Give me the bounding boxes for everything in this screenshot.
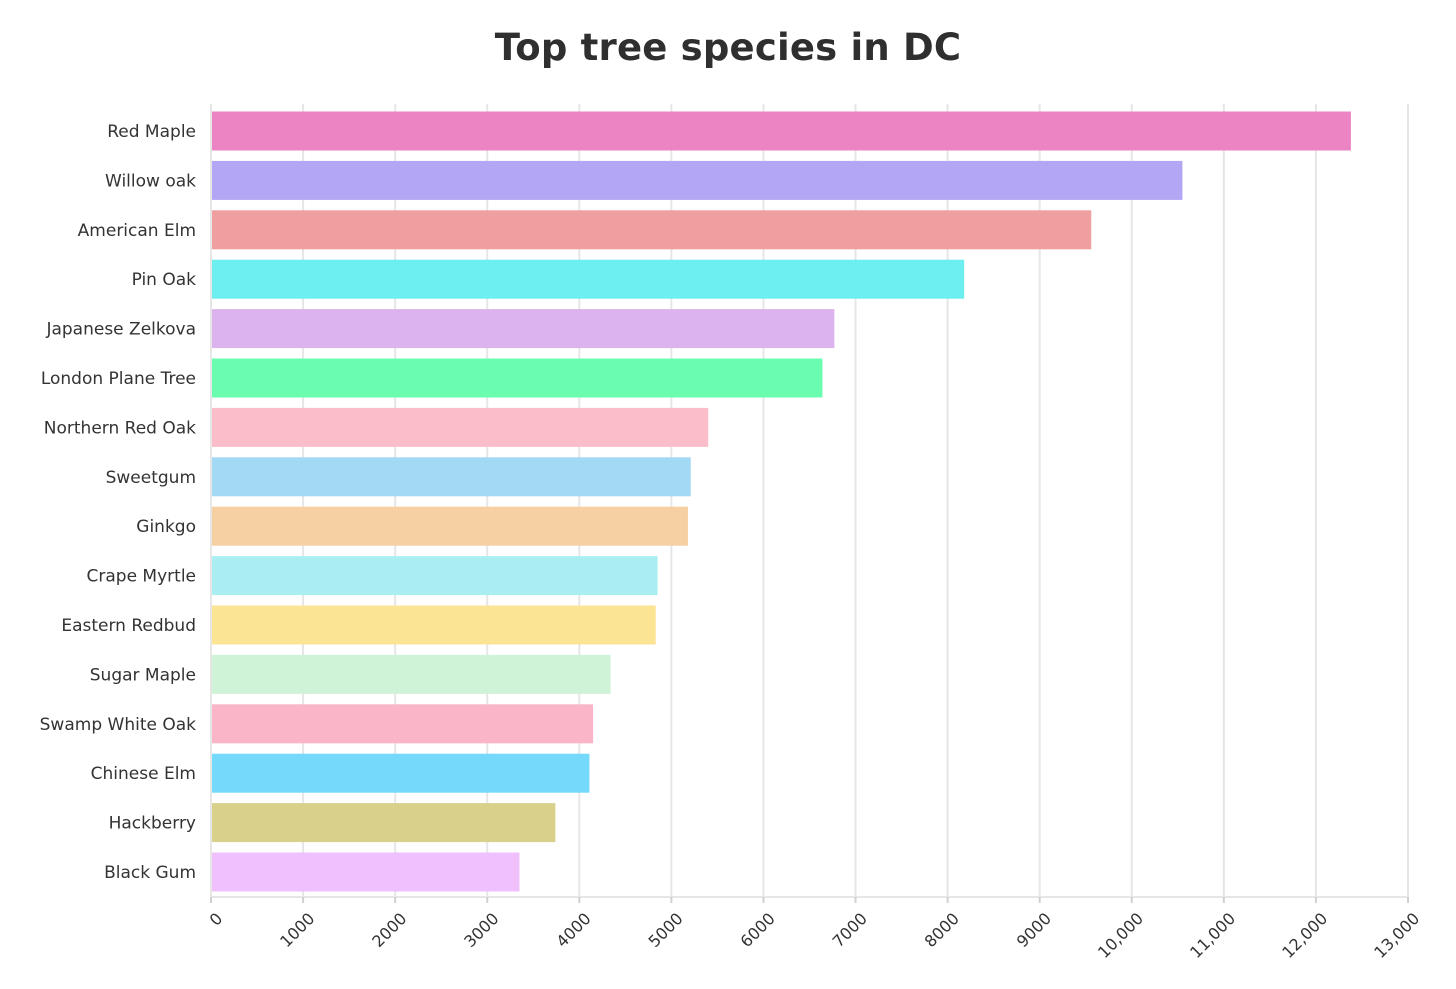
bar[interactable] — [211, 556, 658, 596]
bars — [211, 111, 1351, 892]
category-label: Red Maple — [107, 122, 196, 142]
category-label: Japanese Zelkova — [45, 320, 196, 340]
x-tick-label: 3000 — [460, 909, 502, 951]
category-labels: Red Maple Willow oak American Elm Pin Oak Ja… — [40, 122, 197, 883]
x-tick-label: 5000 — [644, 909, 686, 951]
bar[interactable] — [211, 358, 823, 398]
category-label: Sugar Maple — [90, 665, 196, 685]
x-tick-label: 6000 — [737, 909, 779, 951]
chart-title: Top tree species in DC — [494, 26, 962, 69]
bar[interactable] — [211, 457, 691, 497]
x-tick-label: 12,000 — [1278, 909, 1331, 962]
category-label: Swamp White Oak — [40, 715, 197, 735]
category-label: Chinese Elm — [91, 764, 196, 784]
bar[interactable] — [211, 803, 556, 843]
category-label: Ginkgo — [136, 517, 196, 537]
category-label: Black Gum — [104, 863, 196, 883]
bar[interactable] — [211, 407, 709, 447]
bar[interactable] — [211, 111, 1351, 151]
category-label: Willow oak — [105, 171, 196, 191]
axes — [210, 104, 1409, 903]
category-label: Sweetgum — [106, 468, 196, 488]
x-tick-label: 13,000 — [1370, 909, 1423, 962]
bar[interactable] — [211, 309, 835, 349]
category-label: Crape Myrtle — [87, 567, 197, 587]
x-tick-label: 9000 — [1013, 909, 1055, 951]
x-tick-label: 0 — [206, 909, 227, 930]
category-label: Hackberry — [109, 814, 196, 834]
x-tick-label: 7000 — [829, 909, 871, 951]
x-tick-label: 8000 — [921, 909, 963, 951]
x-tick-label: 4000 — [552, 909, 594, 951]
x-tick-label: 2000 — [368, 909, 410, 951]
tick-labels: 0 1000 2000 3000 4000 5000 6000 7000 8000 9000 10,… — [206, 909, 1424, 962]
bar[interactable] — [211, 259, 965, 299]
x-tick-label: 1000 — [276, 909, 318, 951]
category-label: Eastern Redbud — [61, 616, 196, 636]
x-tick-label: 11,000 — [1186, 909, 1239, 962]
bar[interactable] — [211, 852, 520, 892]
bar[interactable] — [211, 160, 1183, 200]
bar[interactable] — [211, 654, 611, 694]
category-label: American Elm — [78, 221, 196, 241]
bar[interactable] — [211, 704, 594, 744]
bar[interactable] — [211, 605, 656, 645]
bar[interactable] — [211, 506, 688, 546]
x-tick-label: 10,000 — [1094, 909, 1147, 962]
category-label: London Plane Tree — [41, 369, 196, 389]
bar[interactable] — [211, 753, 590, 793]
bar[interactable] — [211, 210, 1092, 250]
category-label: Northern Red Oak — [44, 418, 196, 438]
category-label: Pin Oak — [132, 270, 197, 290]
